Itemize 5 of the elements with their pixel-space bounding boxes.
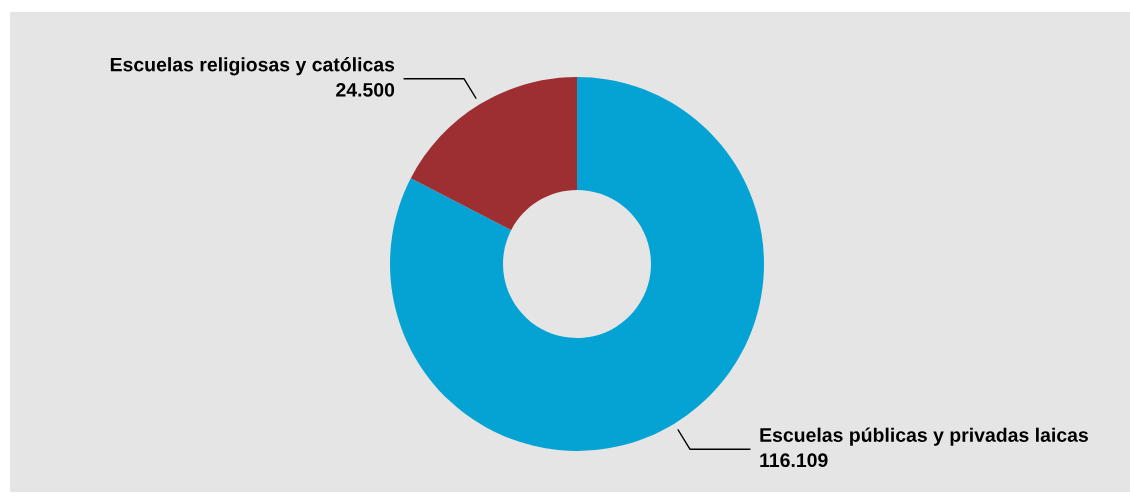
donut-slice: [410, 77, 577, 231]
data-label: 116.109: [760, 453, 828, 468]
slice-label: Escuelas religiosas y católicas: [110, 57, 395, 76]
slice-label: Escuelas públicas y privadas laicas: [760, 427, 1088, 446]
data-label: 24.500: [336, 82, 395, 97]
